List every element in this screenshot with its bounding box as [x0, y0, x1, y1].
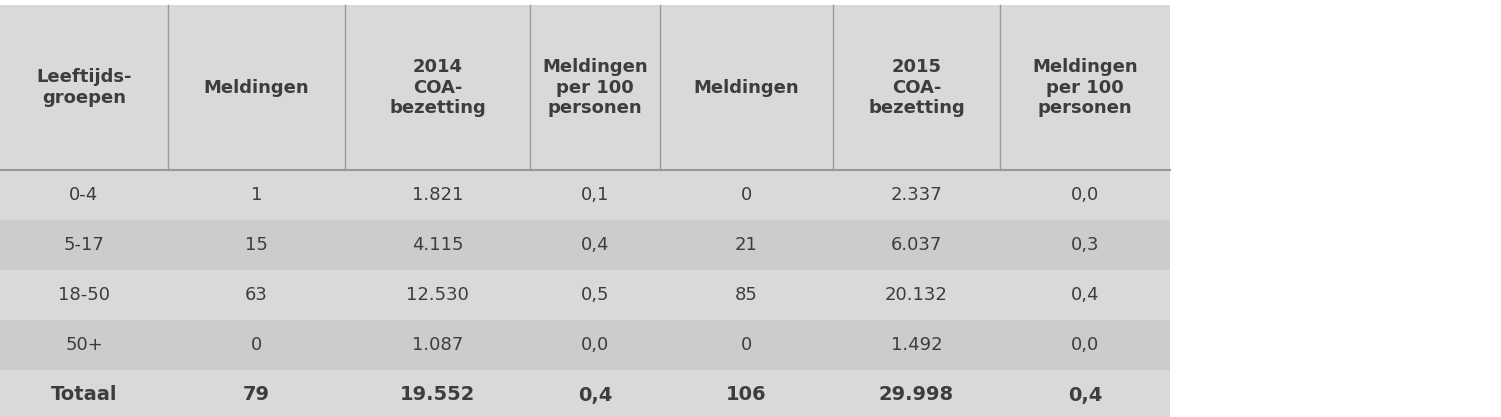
Bar: [0, 370, 1169, 417]
Text: 1.821: 1.821: [411, 186, 464, 204]
Text: 106: 106: [726, 385, 767, 404]
Text: 0,0: 0,0: [581, 336, 609, 354]
Text: 0,4: 0,4: [1070, 286, 1099, 304]
Bar: [0, 170, 1169, 220]
Text: 20.132: 20.132: [886, 286, 949, 304]
Text: 85: 85: [735, 286, 758, 304]
Text: 0,3: 0,3: [1070, 236, 1099, 254]
Text: 2.337: 2.337: [890, 186, 943, 204]
Text: 0,4: 0,4: [1067, 385, 1102, 404]
Text: 6.037: 6.037: [890, 236, 943, 254]
Text: 0: 0: [741, 186, 752, 204]
Text: 63: 63: [245, 286, 269, 304]
Text: 29.998: 29.998: [880, 385, 955, 404]
Text: 1.087: 1.087: [411, 336, 464, 354]
Text: Totaal: Totaal: [51, 385, 117, 404]
Text: 0: 0: [251, 336, 263, 354]
Text: 50+: 50+: [65, 336, 104, 354]
Text: 2015
COA-
bezetting: 2015 COA- bezetting: [868, 58, 965, 117]
Bar: [0, 220, 1169, 270]
Text: 21: 21: [735, 236, 758, 254]
Text: 19.552: 19.552: [399, 385, 476, 404]
Text: 1.492: 1.492: [890, 336, 943, 354]
Text: 0,5: 0,5: [581, 286, 609, 304]
Text: Meldingen: Meldingen: [693, 78, 800, 96]
Text: 79: 79: [243, 385, 270, 404]
Text: 0,0: 0,0: [1070, 186, 1099, 204]
Text: 0,4: 0,4: [581, 236, 609, 254]
Text: Meldingen: Meldingen: [204, 78, 309, 96]
Bar: [0, 320, 1169, 370]
Text: Meldingen
per 100
personen: Meldingen per 100 personen: [542, 58, 648, 117]
Text: 2014
COA-
bezetting: 2014 COA- bezetting: [389, 58, 486, 117]
Text: 5-17: 5-17: [63, 236, 105, 254]
Bar: [0, 270, 1169, 320]
Text: 12.530: 12.530: [407, 286, 468, 304]
Text: 0,4: 0,4: [578, 385, 612, 404]
Text: 0,0: 0,0: [1070, 336, 1099, 354]
Text: 4.115: 4.115: [411, 236, 464, 254]
Text: 0: 0: [741, 336, 752, 354]
Text: 18-50: 18-50: [59, 286, 110, 304]
Text: 15: 15: [245, 236, 269, 254]
Text: 0-4: 0-4: [69, 186, 99, 204]
Text: Leeftijds-
groepen: Leeftijds- groepen: [36, 68, 132, 107]
Text: 0,1: 0,1: [581, 186, 609, 204]
Text: 1: 1: [251, 186, 263, 204]
Bar: [0, 5, 1169, 170]
Text: Meldingen
per 100
personen: Meldingen per 100 personen: [1033, 58, 1138, 117]
